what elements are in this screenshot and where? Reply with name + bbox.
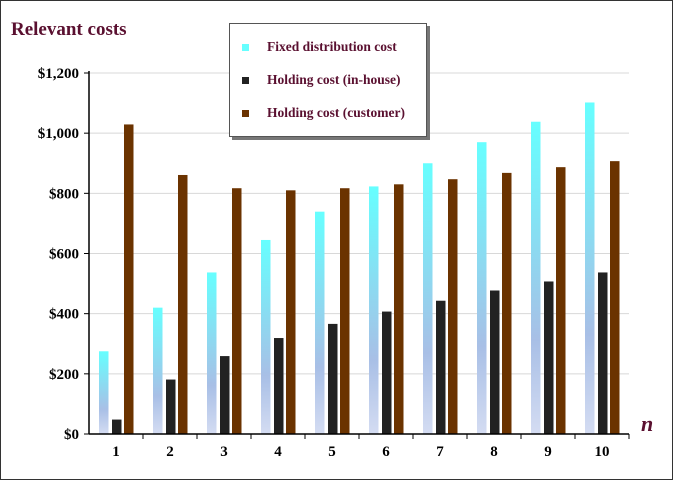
x-tick-label: 3 — [220, 444, 228, 460]
bar-fixed-distribution-cost-10 — [585, 102, 595, 435]
bar-fixed-distribution-cost-4 — [261, 239, 271, 434]
x-tick-label: 4 — [274, 444, 282, 460]
bar-holding-cost-in-house--8 — [490, 290, 500, 434]
x-tick-label: 9 — [544, 444, 552, 460]
bar-holding-cost-in-house--9 — [544, 281, 554, 434]
y-tick-label: $800 — [49, 186, 79, 202]
x-tick-label: 2 — [166, 444, 174, 460]
legend-label: Fixed distribution cost — [267, 39, 397, 54]
bar-holding-cost-customer--5 — [340, 188, 350, 434]
x-tick-label: 5 — [328, 444, 336, 460]
legend-item-holding-inhouse: Holding cost (in-house) — [242, 72, 401, 88]
x-tick-label: 1 — [112, 444, 120, 460]
legend-swatch — [242, 110, 249, 118]
bar-holding-cost-customer--4 — [286, 190, 296, 434]
bar-fixed-distribution-cost-5 — [315, 211, 325, 434]
legend-item-fixed-distribution: Fixed distribution cost — [242, 39, 397, 55]
x-tick-label: 6 — [382, 444, 390, 460]
bar-holding-cost-in-house--1 — [112, 419, 122, 434]
bar-fixed-distribution-cost-1 — [99, 351, 109, 434]
x-tick-label: 10 — [595, 444, 610, 460]
legend-swatch — [242, 44, 249, 52]
legend-label: Holding cost (customer) — [267, 105, 405, 120]
bar-fixed-distribution-cost-2 — [153, 307, 163, 434]
bar-holding-cost-in-house--7 — [436, 300, 446, 434]
legend-item-holding-customer: Holding cost (customer) — [242, 105, 405, 121]
x-axis-label: n — [641, 411, 653, 436]
bar-holding-cost-customer--6 — [394, 184, 404, 434]
bar-fixed-distribution-cost-9 — [531, 121, 541, 435]
chart-title: Relevant costs — [11, 19, 127, 40]
bar-holding-cost-customer--9 — [556, 167, 566, 434]
bar-holding-cost-in-house--10 — [598, 272, 608, 434]
bar-holding-cost-customer--7 — [448, 179, 458, 434]
y-tick-label: $400 — [49, 307, 79, 323]
y-tick-label: $600 — [49, 247, 79, 263]
bar-holding-cost-in-house--4 — [274, 338, 284, 434]
bar-holding-cost-customer--2 — [178, 174, 188, 435]
bar-fixed-distribution-cost-8 — [477, 142, 487, 435]
legend-swatch — [242, 77, 249, 85]
legend: Fixed distribution cost Holding cost (in… — [229, 23, 427, 137]
bar-holding-cost-in-house--6 — [382, 311, 392, 434]
bar-fixed-distribution-cost-6 — [369, 186, 379, 434]
legend-label: Holding cost (in-house) — [267, 72, 401, 87]
y-tick-label: $1,200 — [38, 66, 79, 82]
bar-holding-cost-customer--8 — [502, 172, 512, 435]
y-tick-label: $1,000 — [38, 126, 79, 142]
bar-holding-cost-in-house--3 — [220, 356, 230, 434]
bar-holding-cost-customer--10 — [610, 161, 620, 434]
bar-holding-cost-in-house--5 — [328, 323, 338, 434]
bar-fixed-distribution-cost-7 — [423, 163, 433, 434]
x-tick-label: 7 — [436, 444, 444, 460]
bar-holding-cost-in-house--2 — [166, 379, 176, 434]
x-tick-label: 8 — [490, 444, 498, 460]
bar-holding-cost-customer--1 — [124, 124, 134, 434]
y-tick-label: $200 — [49, 367, 79, 383]
bar-holding-cost-customer--3 — [232, 188, 242, 434]
bar-fixed-distribution-cost-3 — [207, 272, 217, 434]
y-tick-label: $0 — [64, 427, 79, 443]
